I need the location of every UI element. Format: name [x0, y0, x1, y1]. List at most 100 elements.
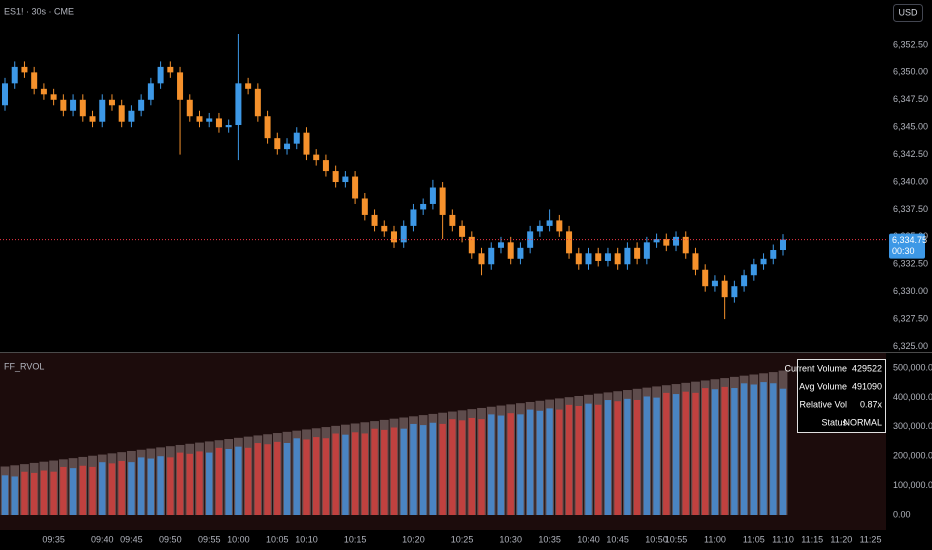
volume-bar: [536, 410, 544, 516]
volume-bar: [740, 383, 748, 516]
volume-bar: [517, 414, 524, 516]
volume-bar: [526, 409, 534, 516]
volume-bar: [351, 432, 359, 516]
y-tick-label: 500,000.00: [893, 362, 932, 372]
candle-body: [721, 280, 728, 298]
y-tick-label: 6,330.00: [893, 286, 928, 296]
x-tick-label: 10:15: [344, 534, 367, 544]
candle-body: [527, 231, 534, 248]
price-tag: [889, 233, 925, 259]
volume-bar: [604, 400, 612, 516]
volume-bar: [575, 405, 582, 516]
y-tick-label: 100,000.00: [893, 480, 932, 490]
volume-bar: [235, 446, 242, 516]
candle-body: [702, 269, 709, 287]
candle-body: [760, 258, 767, 265]
candle-body: [556, 220, 563, 232]
volume-bar: [293, 438, 300, 516]
x-tick-label: 09:35: [42, 534, 65, 544]
volume-bar: [264, 444, 271, 516]
table-value: 0.87x: [860, 399, 883, 409]
candle-body: [313, 154, 320, 161]
table-key: Relative Vol: [799, 399, 847, 409]
volume-bar: [633, 399, 641, 516]
x-tick-label: 11:10: [772, 534, 794, 544]
candle-body: [750, 264, 757, 276]
x-tick-label: 10:10: [295, 534, 318, 544]
volume-bar: [283, 442, 291, 516]
x-tick-label: 09:45: [120, 534, 143, 544]
y-tick-label: 6,352.50: [893, 39, 928, 49]
x-tick-label: 10:20: [402, 534, 425, 544]
candle-body: [488, 247, 495, 265]
volume-bar: [643, 396, 651, 516]
volume-bar: [381, 429, 388, 516]
x-tick-label: 10:45: [606, 534, 629, 544]
x-tick-label: 10:30: [499, 534, 522, 544]
candle-body: [429, 187, 436, 204]
volume-bar: [556, 409, 563, 516]
candle-body: [614, 253, 621, 265]
y-tick-label: 6,327.50: [893, 313, 928, 323]
volume-bar: [196, 451, 203, 516]
volume-bar: [313, 437, 320, 516]
volume-bar: [458, 420, 466, 516]
volume-bar: [342, 434, 349, 516]
candle-body: [566, 231, 573, 254]
volume-bar: [69, 468, 77, 516]
candle-body: [2, 83, 8, 106]
x-tick-label: 10:40: [577, 534, 600, 544]
volume-bar: [118, 460, 125, 516]
candle-body: [274, 138, 281, 150]
x-tick-label: 09:55: [198, 534, 221, 544]
candle-body: [371, 214, 378, 226]
volume-bar: [21, 471, 28, 516]
x-tick-label: 11:00: [704, 534, 726, 544]
volume-bar: [702, 388, 709, 516]
table-value: 429522: [852, 363, 882, 373]
candle-body: [264, 116, 271, 139]
y-tick-label: 6,332.50: [893, 259, 928, 269]
volume-bar: [206, 452, 213, 516]
candle-body: [478, 253, 485, 265]
candle-body: [643, 242, 650, 259]
candle-body: [118, 105, 125, 122]
candle-body: [449, 214, 456, 226]
volume-bar: [770, 383, 777, 516]
candle-body: [215, 118, 222, 128]
candle-body: [536, 225, 543, 232]
y-tick-label: 6,350.00: [893, 67, 928, 77]
currency-button[interactable]: [893, 4, 923, 22]
volume-bar: [439, 423, 446, 516]
candle-body: [497, 242, 504, 248]
x-tick-label: 10:25: [451, 534, 474, 544]
volume-bar: [225, 448, 232, 516]
candle-body: [254, 88, 261, 117]
candle-body: [79, 99, 86, 117]
volume-bar: [721, 386, 728, 516]
x-tick-label: 11:05: [743, 534, 765, 544]
countdown-label: 00:30: [892, 246, 915, 256]
candle-body: [507, 242, 514, 259]
y-tick-label: 0.00: [893, 509, 911, 519]
volume-bar: [371, 428, 378, 516]
candle-body: [410, 209, 417, 226]
volume-bar: [390, 427, 398, 516]
volume-bar: [488, 414, 495, 516]
volume-bar: [565, 404, 573, 516]
y-tick-label: 300,000.00: [893, 421, 932, 431]
table-key: Current Volume: [784, 363, 847, 373]
candle-body: [546, 220, 553, 226]
volume-bar: [449, 419, 456, 516]
volume-bar: [624, 398, 631, 516]
volume-bar: [254, 443, 262, 516]
candle-body: [322, 160, 329, 172]
volume-bar: [692, 392, 699, 516]
candle-body: [459, 225, 466, 237]
volume-bar: [546, 408, 553, 516]
candle-body: [108, 99, 115, 106]
x-tick-label: 09:50: [159, 534, 182, 544]
currency-label: USD: [898, 7, 918, 17]
